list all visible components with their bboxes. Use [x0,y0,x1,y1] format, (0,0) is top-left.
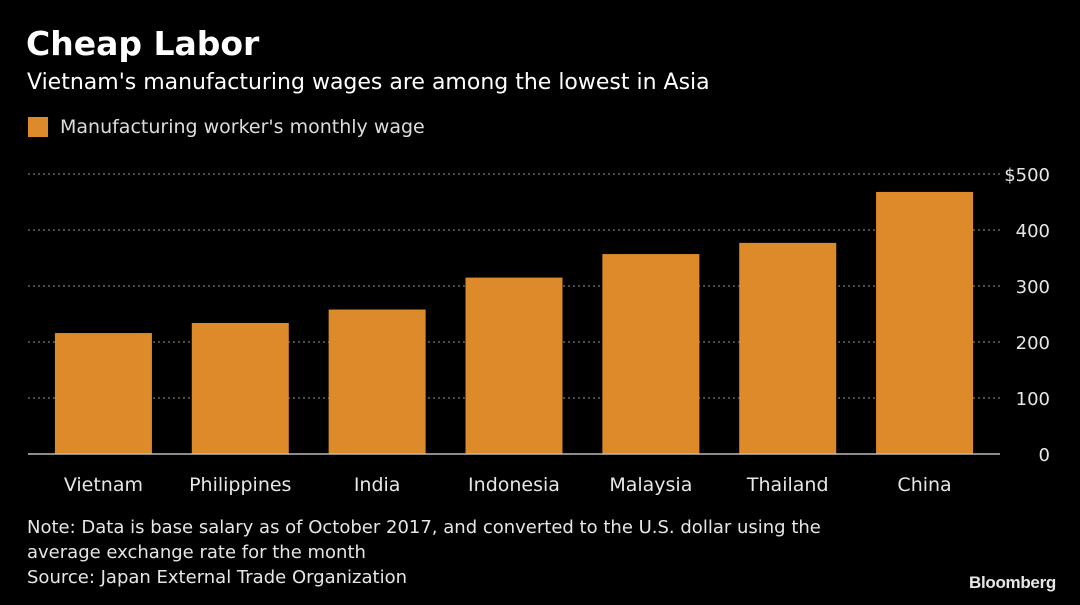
x-tick-labels: Vietnam Philippines India Indonesia Malaysia… [64,474,952,496]
bloomberg-logo: Bloomberg [968,573,1056,592]
x-tick-label-philippines: Philippines [189,474,291,496]
x-tick-label-indonesia: Indonesia [468,474,560,496]
y-tick-label-500: $500 [1004,165,1050,186]
x-tick-label-vietnam: Vietnam [64,474,143,496]
bar-china [876,191,974,455]
legend-label: Manufacturing worker's monthly wage [60,116,425,138]
chart-subtitle: Vietnam's manufacturing wages are among … [27,70,710,95]
bar-malaysia [602,254,700,454]
x-tick-label-malaysia: Malaysia [609,474,692,496]
note-line-1: Note: Data is base salary as of October … [27,517,821,538]
y-tick-label-400: 400 [1016,221,1050,242]
y-tick-label-300: 300 [1016,277,1050,298]
y-tick-label-100: 100 [1016,389,1050,410]
bars [54,191,974,455]
y-tick-label-0: 0 [1039,445,1050,466]
x-tick-label-india: India [354,474,401,496]
chart-title: Cheap Labor [26,24,260,63]
bar-vietnam [54,333,152,454]
x-tick-label-china: China [897,474,951,496]
y-tick-label-200: 200 [1016,333,1050,354]
source-line: Source: Japan External Trade Organizatio… [27,567,408,588]
bar-india [328,309,426,454]
y-tick-labels: 0 100 200 300 400 $500 [1004,165,1050,466]
legend: Manufacturing worker's monthly wage [28,114,425,140]
footnotes: Note: Data is base salary as of October … [27,515,927,590]
legend-swatch [28,117,48,137]
bar-thailand [739,242,837,454]
bar-indonesia [465,277,563,454]
bar-philippines [191,322,289,454]
x-tick-label-thailand: Thailand [746,474,829,496]
note-line-2: average exchange rate for the month [27,542,366,563]
